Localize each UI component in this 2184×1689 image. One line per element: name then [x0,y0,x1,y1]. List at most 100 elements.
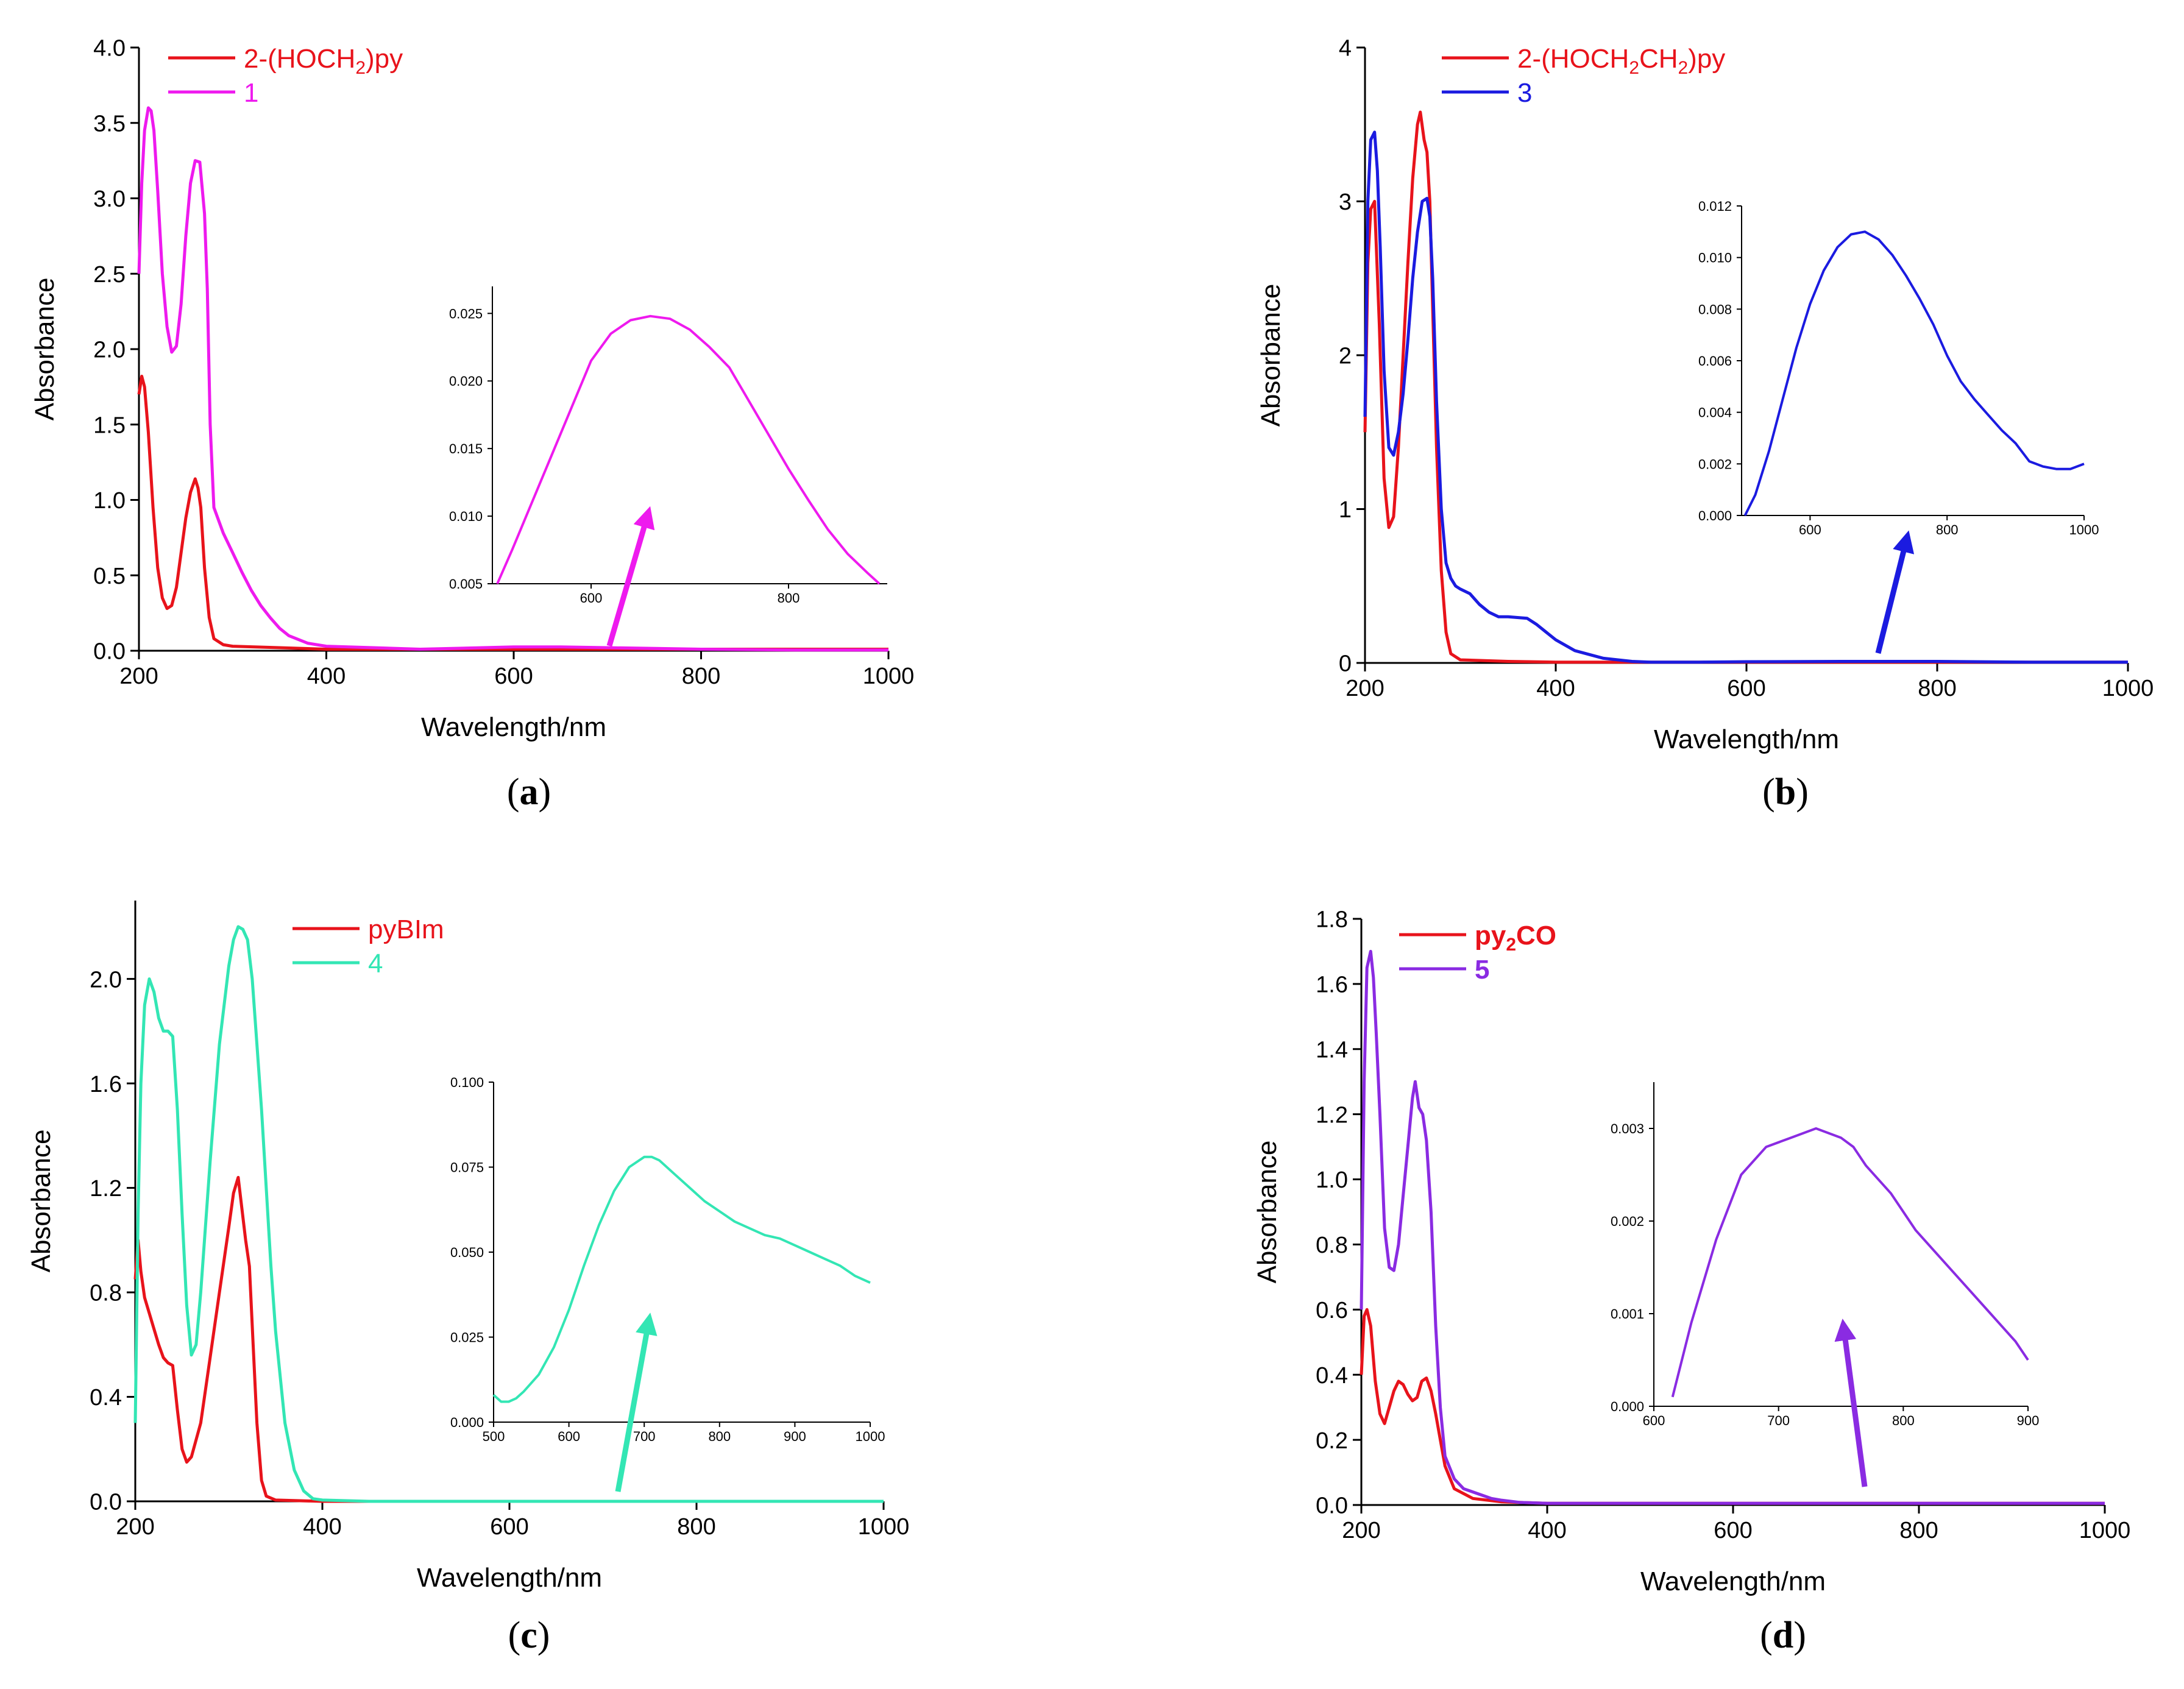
inset-plot: 600 800 0.005 0.010 0.015 0.020 0.025 [449,286,887,606]
arrow-icon [606,506,655,647]
y-tick-label: 1.4 [1316,1037,1348,1063]
inset-y-tick-label: 0.012 [1698,199,1732,214]
inset-x-tick-label: 900 [784,1429,806,1444]
y-axis-label: Absorbance [26,1130,56,1273]
y-tick-label: 1.5 [93,413,126,438]
series-line-1 [1363,110,2128,664]
inset-x-tick-label: 700 [1767,1413,1790,1428]
x-tick-label: 800 [1918,676,1956,701]
inset-x-tick-label: 800 [778,590,800,606]
y-tick-label: 0 [1339,651,1352,677]
panel-b: 200 400 600 800 1000 0 1 2 3 4 Wavelength/nm Absorb… [1256,36,2154,813]
inset-x-tick-label: 600 [558,1429,580,1444]
y-tick-label: 0.0 [1316,1493,1348,1519]
y-tick-label: 2.5 [93,262,126,288]
x-tick-label: 200 [1342,1518,1380,1543]
x-axis-label: Wavelength/nm [421,712,606,742]
inset-plot: 600 700 800 900 0.000 0.001 0.002 0.003 [1611,1082,2039,1428]
series-line-2 [1363,130,2128,664]
x-tick-label: 800 [682,664,720,689]
inset-y-tick-label: 0.075 [450,1160,484,1175]
y-tick-label: 0.4 [90,1385,122,1411]
x-tick-label: 600 [490,1514,528,1540]
arrow-icon [1834,1319,1868,1487]
panel-d: 200 400 600 800 1000 0.0 0.2 0.4 0.6 0.8 1.0 1.2 1.4… [1252,907,2130,1656]
y-axis-label: Absorbance [30,278,60,421]
panel-c: 200 400 600 800 1000 0.0 0.4 0.8 1.2 1.6 2.0 Wavele… [26,901,909,1656]
y-tick-label: 3.5 [93,111,126,136]
series-line-2 [1360,949,2105,1505]
x-tick-label: 1000 [858,1514,910,1540]
inset-x-tick-label: 800 [1936,522,1959,537]
y-tick-label: 0.6 [1316,1298,1348,1323]
inset-series-line [1671,1127,2029,1398]
inset-series-line [1743,230,2085,516]
y-tick-label: 1.0 [1316,1167,1348,1193]
x-tick-label: 200 [1346,676,1384,701]
legend-entry: py2​CO [1475,921,1556,955]
y-tick-label: 1.2 [1316,1102,1348,1128]
x-axis-label: Wavelength/nm [1640,1567,1826,1596]
arrow-icon [615,1312,658,1492]
legend-entry: 2-(HOCH2​CH2​)py [1517,44,1725,78]
panel-a: 200 400 600 800 1000 0.0 0.5 1.0 1.5 2.0 2.5 3.0 3.5… [30,36,914,813]
inset-y-tick-label: 0.002 [1698,456,1732,472]
x-tick-label: 1000 [2102,676,2154,701]
y-tick-label: 1.8 [1316,907,1348,933]
legend-entry: pyBIm [368,915,444,944]
inset-y-tick-label: 0.000 [1698,508,1732,523]
y-axis-label: Absorbance [1256,284,1286,427]
panel-label: (d) [1760,1615,1806,1656]
y-tick-label: 4.0 [93,36,126,62]
y-tick-label: 3.0 [93,186,126,212]
x-tick-label: 600 [1727,676,1765,701]
legend-entry: 1 [244,78,258,108]
x-tick-label: 400 [1536,676,1575,701]
panel-label: (a) [507,771,551,813]
y-tick-label: 0.0 [93,639,126,665]
inset-y-tick-label: 0.004 [1698,405,1732,420]
x-tick-label: 1000 [2079,1518,2131,1543]
x-tick-label: 200 [119,664,158,689]
series-line-2 [137,106,888,652]
inset-x-tick-label: 1000 [856,1429,885,1444]
inset-y-tick-label: 0.100 [450,1075,484,1090]
panel-label: (b) [1762,771,1809,813]
inset-x-tick-label: 900 [2017,1413,2040,1428]
arrow-icon [1875,530,1915,654]
inset-x-tick-label: 700 [633,1429,656,1444]
inset-x-tick-label: 600 [1643,1413,1665,1428]
x-tick-label: 600 [1714,1518,1752,1543]
inset-y-tick-label: 0.015 [449,441,483,456]
x-tick-label: 400 [303,1514,341,1540]
x-axis-label: Wavelength/nm [417,1563,602,1593]
y-tick-label: 1 [1339,497,1352,523]
y-tick-label: 1.0 [93,488,126,514]
inset-y-tick-label: 0.002 [1611,1214,1644,1229]
y-tick-label: 1.2 [90,1176,122,1202]
x-tick-label: 1000 [863,664,915,689]
y-tick-label: 3 [1339,189,1352,215]
inset-y-tick-label: 0.008 [1698,302,1732,317]
x-axis-label: Wavelength/nm [1654,724,1839,754]
series-line-1 [137,375,888,651]
inset-x-tick-label: 1000 [2069,522,2099,537]
y-tick-label: 1.6 [1316,972,1348,998]
inset-x-tick-label: 600 [1799,522,1821,537]
inset-y-tick-label: 0.020 [449,374,483,389]
x-tick-label: 400 [307,664,346,689]
panel-label: (c) [508,1615,550,1656]
legend-entry: 4 [368,949,383,979]
y-tick-label: 2.0 [90,967,122,993]
inset-x-tick-label: 800 [1892,1413,1915,1428]
legend-entry: 5 [1475,955,1489,985]
x-tick-label: 800 [1899,1518,1938,1543]
series-line-1 [133,1175,884,1503]
legend-entry: 2-(HOCH2​)py [244,44,403,78]
y-axis-label: Absorbance [1252,1141,1282,1284]
inset-y-tick-label: 0.003 [1611,1121,1644,1136]
inset-y-tick-label: 0.010 [1698,250,1732,266]
inset-series-line [496,314,881,585]
series-line-2 [133,925,884,1503]
